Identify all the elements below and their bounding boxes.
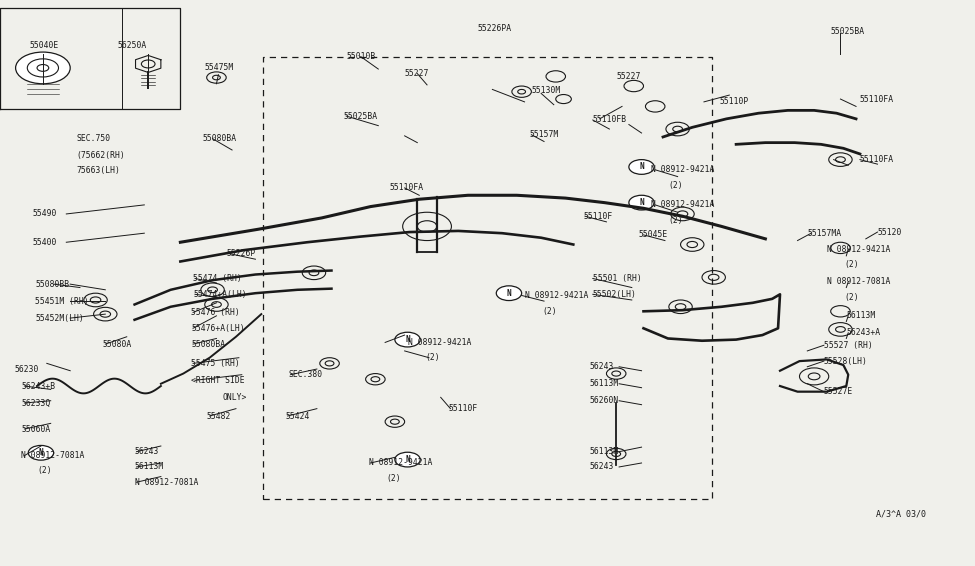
- Circle shape: [496, 286, 522, 301]
- Text: 55025BA: 55025BA: [831, 27, 865, 36]
- Text: 56113M: 56113M: [590, 379, 619, 388]
- Text: 55110FA: 55110FA: [860, 95, 894, 104]
- Text: 55527 (RH): 55527 (RH): [824, 341, 873, 350]
- Circle shape: [629, 195, 654, 210]
- Text: (2): (2): [542, 307, 557, 316]
- Text: SEC.380: SEC.380: [289, 370, 323, 379]
- Text: 55476 (RH): 55476 (RH): [191, 308, 240, 317]
- Text: 55130M: 55130M: [531, 86, 561, 95]
- Text: 55227: 55227: [616, 72, 641, 81]
- Text: 56233Q: 56233Q: [21, 398, 51, 408]
- Text: 55110FA: 55110FA: [860, 155, 894, 164]
- Text: N 08912-9421A: N 08912-9421A: [408, 338, 471, 347]
- Text: (2): (2): [844, 260, 859, 269]
- Text: 56243+B: 56243+B: [21, 381, 56, 391]
- Text: <RIGHT SIDE: <RIGHT SIDE: [191, 376, 245, 385]
- Text: 55110F: 55110F: [583, 212, 612, 221]
- Text: 55528(LH): 55528(LH): [824, 357, 868, 366]
- Text: 55110FA: 55110FA: [390, 183, 424, 192]
- Text: 55226PA: 55226PA: [478, 24, 512, 33]
- Text: N: N: [406, 335, 409, 344]
- Text: 55452M(LH): 55452M(LH): [35, 314, 84, 323]
- Text: 56243+A: 56243+A: [846, 328, 880, 337]
- Circle shape: [395, 332, 420, 347]
- Text: N 08912-9421A: N 08912-9421A: [525, 291, 588, 300]
- Circle shape: [395, 452, 420, 467]
- Text: 55157MA: 55157MA: [807, 229, 841, 238]
- Text: 55424: 55424: [286, 411, 310, 421]
- Text: 56113M: 56113M: [590, 447, 619, 456]
- Text: 56243: 56243: [135, 447, 159, 456]
- Circle shape: [629, 160, 654, 174]
- Text: 55060A: 55060A: [21, 424, 51, 434]
- Text: 56113M: 56113M: [135, 462, 164, 471]
- Text: 55400: 55400: [32, 238, 57, 247]
- Text: 55476+A(LH): 55476+A(LH): [191, 324, 245, 333]
- Text: 55502(LH): 55502(LH): [593, 290, 637, 299]
- Text: 55080A: 55080A: [102, 340, 132, 349]
- Text: N 08912-7081A: N 08912-7081A: [21, 451, 85, 460]
- Text: 56243: 56243: [590, 462, 614, 471]
- Text: 55120: 55120: [878, 228, 902, 237]
- Text: 55080BA: 55080BA: [191, 340, 225, 349]
- Text: 55010B: 55010B: [346, 52, 375, 61]
- Text: 55501 (RH): 55501 (RH): [593, 274, 642, 283]
- Text: SEC.750: SEC.750: [76, 134, 110, 143]
- Text: (2): (2): [425, 353, 440, 362]
- Text: N 08912-7081A: N 08912-7081A: [827, 277, 890, 286]
- Text: (2): (2): [844, 293, 859, 302]
- Text: 55110P: 55110P: [720, 97, 749, 106]
- Text: (2): (2): [669, 181, 683, 190]
- Text: 55490: 55490: [32, 209, 57, 218]
- Text: 55474 (RH): 55474 (RH): [193, 274, 242, 283]
- Circle shape: [28, 445, 54, 460]
- Text: 55226P: 55226P: [226, 249, 255, 258]
- Text: N 08912-7081A: N 08912-7081A: [135, 478, 198, 487]
- Circle shape: [16, 52, 70, 84]
- Text: 55080BB: 55080BB: [35, 280, 69, 289]
- Text: N 08912-9421A: N 08912-9421A: [827, 245, 890, 254]
- Text: N: N: [39, 448, 43, 457]
- Text: 75663(LH): 75663(LH): [76, 166, 120, 175]
- Text: 55475M: 55475M: [205, 63, 234, 72]
- Text: (2): (2): [386, 474, 401, 483]
- Text: N: N: [507, 289, 511, 298]
- Text: N 08912-9421A: N 08912-9421A: [651, 165, 715, 174]
- Text: 55451M (RH): 55451M (RH): [35, 297, 89, 306]
- Text: 56250A: 56250A: [117, 41, 146, 50]
- Text: (75662(RH): (75662(RH): [76, 151, 125, 160]
- Text: 55040E: 55040E: [29, 41, 58, 50]
- Text: N: N: [640, 162, 644, 171]
- Text: A/3^A 03/0: A/3^A 03/0: [876, 509, 925, 518]
- Text: N: N: [640, 198, 644, 207]
- Text: ONLY>: ONLY>: [222, 393, 247, 402]
- Text: 56113M: 56113M: [846, 311, 876, 320]
- Text: 55482: 55482: [207, 411, 231, 421]
- Text: (2): (2): [669, 216, 683, 225]
- Text: N 08912-9421A: N 08912-9421A: [369, 458, 432, 468]
- Text: 55080BA: 55080BA: [203, 134, 237, 143]
- Text: N 08912-9421A: N 08912-9421A: [651, 200, 715, 209]
- Text: 55527E: 55527E: [824, 387, 853, 396]
- Text: 56243: 56243: [590, 362, 614, 371]
- Text: 55045E: 55045E: [639, 230, 668, 239]
- Text: 56260N: 56260N: [590, 396, 619, 405]
- Text: 55025BA: 55025BA: [343, 112, 377, 121]
- Text: 55227: 55227: [405, 69, 429, 78]
- Text: 55157M: 55157M: [529, 130, 559, 139]
- Text: (2): (2): [37, 466, 52, 475]
- Text: 55474+A(LH): 55474+A(LH): [193, 290, 247, 299]
- Text: 56230: 56230: [15, 365, 39, 374]
- Text: 55475 (RH): 55475 (RH): [191, 359, 240, 368]
- Text: 55110F: 55110F: [448, 404, 478, 413]
- Text: N: N: [406, 455, 409, 464]
- Text: 55110FB: 55110FB: [593, 115, 627, 125]
